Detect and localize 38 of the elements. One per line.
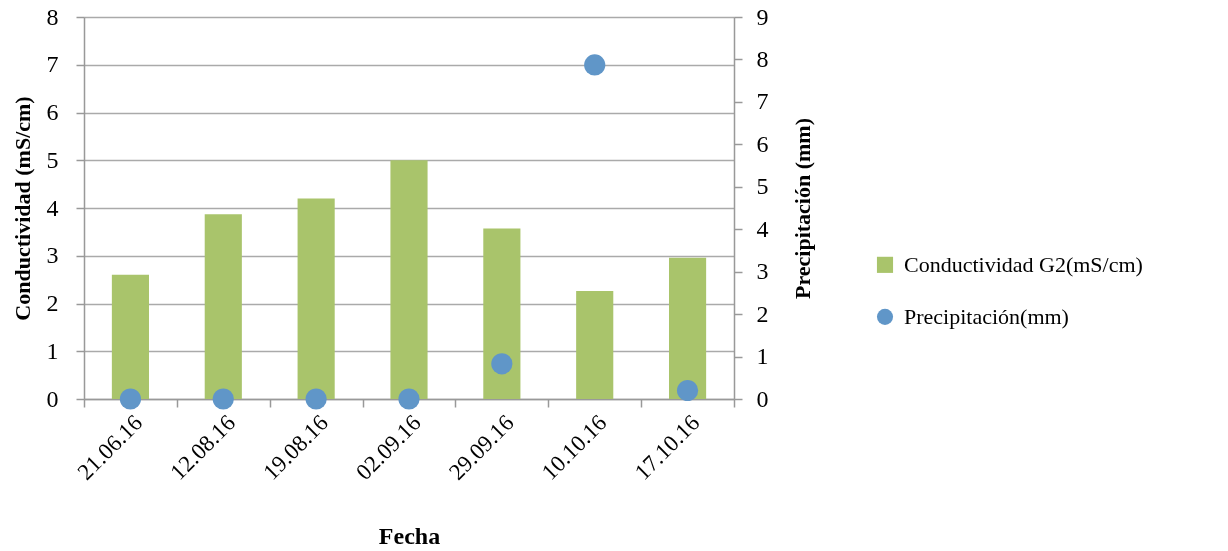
y-tick-label: 1 [46,337,59,364]
y2-tick-label: 0 [756,385,769,412]
y-tick-label: 2 [46,290,59,316]
y2-tick-label: 6 [756,130,769,157]
x-axis-title: Fecha [378,522,441,549]
y-tick-label: 8 [46,3,59,30]
point [212,388,234,410]
y-axis-title: Conductividad (mS/cm) [9,96,35,321]
y2-tick-label: 7 [756,88,769,115]
point [491,353,513,375]
legend-label: Conductividad G2(mS/cm) [904,251,1143,277]
y-tick-label: 3 [46,242,59,269]
y-tick-label: 0 [46,385,59,412]
point [676,379,699,402]
y2-axis-title: Precipitación (mm) [789,117,815,300]
y2-tick-label: 3 [756,258,769,285]
y-tick-label: 5 [46,146,59,173]
y2-tick-label: 1 [756,343,769,370]
y-tick-label: 4 [46,194,59,221]
y-tick-label: 6 [46,99,59,125]
y2-tick-label: 2 [756,300,769,327]
point [119,388,142,410]
point [398,388,420,410]
legend-label: Precipitación(mm) [904,303,1069,329]
bar [390,160,428,399]
y2-tick-label: 8 [756,45,769,72]
bar [204,214,242,399]
bar [111,274,149,399]
point [584,54,606,76]
bar [669,257,707,399]
y2-tick-label: 5 [756,173,769,200]
bar [297,198,335,399]
y-tick-label: 7 [46,51,59,78]
bar [576,291,614,399]
y2-tick-label: 9 [756,3,769,30]
point [305,388,327,410]
y2-tick-label: 4 [756,215,769,242]
bar [483,228,521,399]
